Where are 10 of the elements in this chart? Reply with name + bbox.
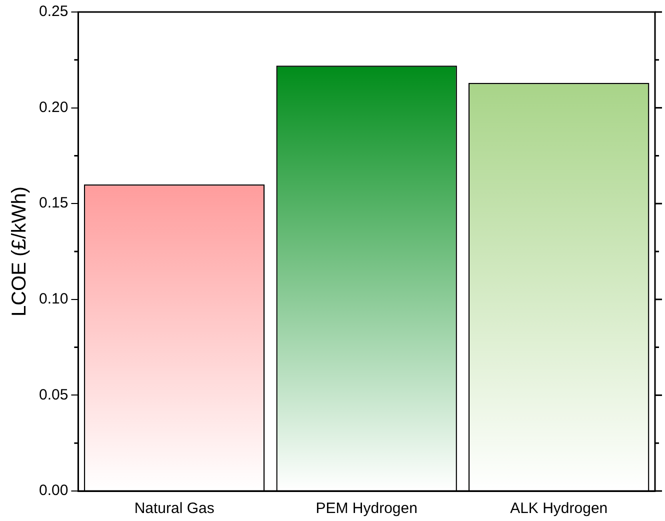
x-tick-label: Natural Gas [134,500,214,518]
y-tick-label: 0.25 [38,3,68,20]
y-tick-label: 0.15 [38,194,68,212]
y-tick-label: 0.05 [38,386,68,404]
y-tick-label: 0.10 [38,290,68,308]
y-tick-label: 0.20 [38,98,68,116]
x-tick-label: ALK Hydrogen [510,500,608,518]
y-tick-label: 0.00 [38,482,68,500]
x-tick-label: PEM Hydrogen [316,500,418,518]
y-axis-title: LCOE (£/kWh) [8,186,31,317]
